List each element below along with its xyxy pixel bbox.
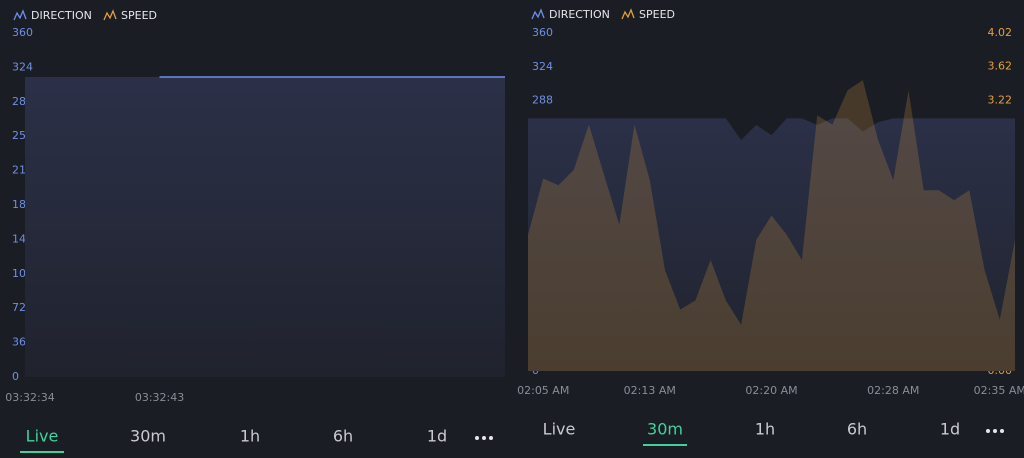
legend-icon <box>621 8 635 20</box>
tab[interactable]: 6h <box>847 420 867 439</box>
area <box>528 118 1015 372</box>
area <box>528 80 1015 371</box>
more-button[interactable] <box>986 429 1004 433</box>
x-tick-label: 02:13 AM <box>624 384 676 397</box>
tab[interactable]: Live <box>26 427 59 446</box>
y-tick-label: 36 <box>12 336 26 349</box>
area <box>25 77 505 377</box>
x-tick-label: 02:05 AM <box>517 384 569 397</box>
y-tick-label: 360 <box>532 26 553 39</box>
y-tick-label: 324 <box>12 60 33 73</box>
legend-label: SPEED <box>639 8 675 21</box>
legend-label: SPEED <box>121 9 157 22</box>
legend-label: DIRECTION <box>31 9 92 22</box>
y-tick-label: 324 <box>532 60 553 73</box>
x-tick-label: 03:32:34 <box>5 391 54 404</box>
y-tick-label: 72 <box>12 301 26 314</box>
y-tick-label: 288 <box>532 94 553 107</box>
active-tab-indicator <box>20 451 64 453</box>
tab[interactable]: 1d <box>940 420 960 439</box>
x-tick-label: 03:32:43 <box>135 391 184 404</box>
active-tab-indicator <box>643 444 687 446</box>
x-tick-label: 02:20 AM <box>745 384 797 397</box>
x-tick-label: 02:28 AM <box>867 384 919 397</box>
tab[interactable]: 6h <box>333 427 353 446</box>
y-tick-label: 0 <box>12 370 19 383</box>
more-button[interactable] <box>475 436 493 440</box>
legend-label: DIRECTION <box>549 8 610 21</box>
tab[interactable]: 1h <box>240 427 260 446</box>
tab[interactable]: 30m <box>647 420 683 439</box>
y2-tick-label: 3.62 <box>988 60 1013 73</box>
tab[interactable]: 1d <box>427 427 447 446</box>
legend-icon <box>103 9 117 21</box>
y2-tick-label: 4.02 <box>988 26 1013 39</box>
tab[interactable]: 1h <box>755 420 775 439</box>
tab[interactable]: 30m <box>130 427 166 446</box>
x-tick-label: 02:35 AM <box>974 384 1024 397</box>
legend-icon <box>531 8 545 20</box>
y2-tick-label: 3.22 <box>988 93 1013 106</box>
y-tick-label: 360 <box>12 26 33 39</box>
legend-icon <box>13 9 27 21</box>
tab[interactable]: Live <box>543 420 576 439</box>
